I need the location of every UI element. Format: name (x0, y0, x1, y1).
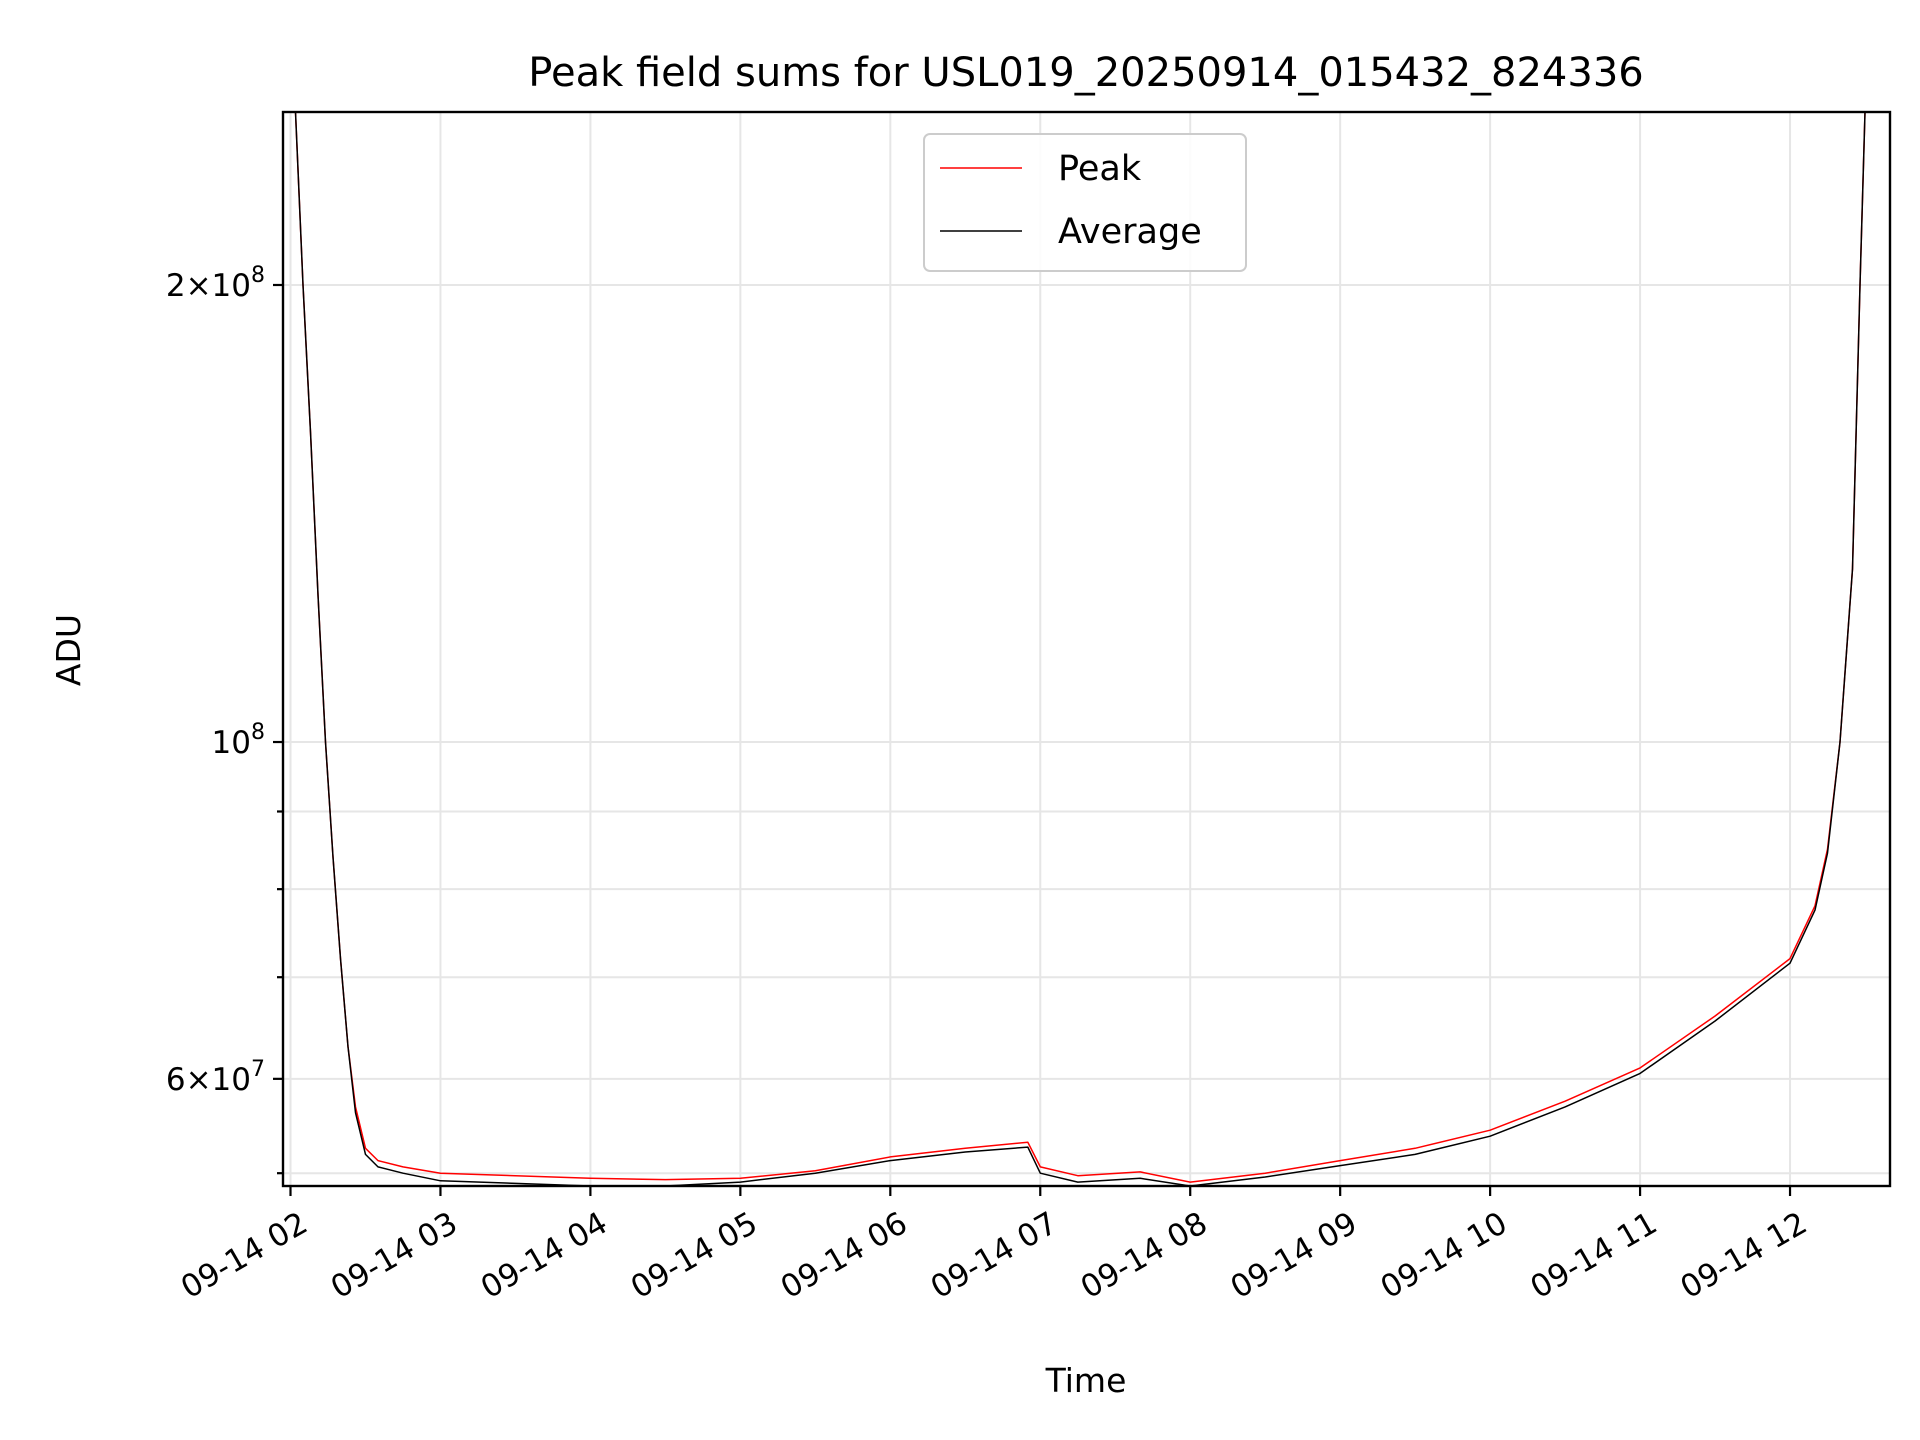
y-axis-ticks: 6×107 108 2×108 (166, 263, 283, 1175)
legend: Peak Average (923, 133, 1247, 272)
y-tick-label: 6×107 (166, 1057, 265, 1098)
y-tick-label: 2×108 (166, 263, 265, 304)
legend-average-label: Average (1058, 212, 1202, 252)
plot-frame (281, 110, 1892, 1188)
grid (283, 112, 1890, 1186)
chart-title: Peak field sums for USL019_20250914_0154… (528, 50, 1643, 96)
legend-peak-label: Peak (1058, 149, 1142, 189)
series-layer (294, 112, 1866, 1186)
y-axis-label: ADU (49, 614, 88, 686)
x-axis-label: Time (1045, 1361, 1127, 1400)
series-line-average (294, 112, 1866, 1186)
y-tick-label: 108 (212, 720, 265, 761)
